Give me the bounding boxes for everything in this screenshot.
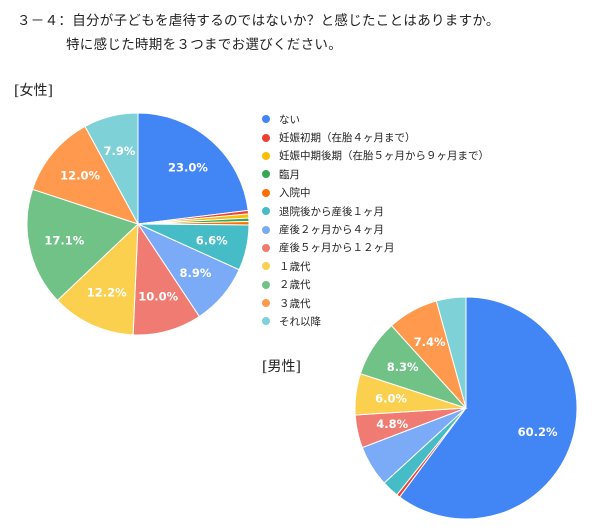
legend-swatch [262, 280, 270, 289]
legend-label: 退院後から産後１ヶ月 [279, 205, 384, 218]
data-label-female-11: 7.9% [103, 144, 135, 158]
group-label-female: [女性] [14, 83, 53, 99]
data-label-female-5: 6.6% [196, 233, 228, 247]
legend-label: 産後５ヶ月から１２ヶ月 [279, 242, 395, 255]
legend-swatch [262, 317, 270, 326]
legend-label: １歳代 [279, 260, 311, 273]
legend-swatch [262, 188, 270, 197]
question-line-2: 特に感じた時期を３つまでお選びください。 [66, 37, 342, 53]
pie-slice-male-0 [398, 296, 578, 520]
data-label-female-0: 23.0% [168, 160, 208, 174]
group-label-male: [男性] [262, 359, 301, 375]
legend-swatch [262, 207, 270, 216]
pie-slice-female-9 [26, 188, 139, 302]
question-line-1: ３－４：自分が子どもを虐待するのではないか？と感じたことはありますか。 [17, 13, 500, 29]
legend-item: ２歳代 [262, 276, 489, 294]
legend-swatch [262, 243, 270, 252]
legend-label: 妊娠中期後期（在胎５ヶ月から９ヶ月まで） [279, 150, 489, 163]
legend-item: 入院中 [262, 184, 489, 202]
data-label-female-8: 12.2% [87, 286, 127, 300]
legend-item: 妊娠初期（在胎４ヶ月まで） [262, 128, 489, 146]
legend-swatch [262, 170, 270, 179]
legend-item: それ以降 [262, 312, 489, 330]
legend-item: ３歳代 [262, 294, 489, 312]
data-label-female-9: 17.1% [44, 233, 84, 247]
legend-item: 産後２ヶ月から４ヶ月 [262, 220, 489, 238]
legend-label: それ以降 [279, 315, 321, 328]
legend-item: 退院後から産後１ヶ月 [262, 202, 489, 220]
pie-slice-female-10 [31, 125, 140, 225]
legend-swatch [262, 115, 270, 124]
legend-label: ３歳代 [279, 297, 311, 310]
legend-swatch [262, 262, 270, 271]
legend-label: ない [279, 113, 300, 126]
pie-slice-female-8 [56, 222, 139, 336]
pie-slice-female-11 [84, 112, 139, 225]
legend-swatch [262, 299, 270, 308]
pie-slice-female-0 [137, 112, 249, 225]
data-label-male-9: 8.3% [387, 360, 419, 374]
legend-label: 臨月 [279, 168, 300, 181]
legend-item: 臨月 [262, 165, 489, 183]
chart-legend: ない妊娠初期（在胎４ヶ月まで） 妊娠中期後期（在胎５ヶ月から９ヶ月まで） 臨月入院中… [262, 110, 489, 331]
data-label-male-0: 60.2% [518, 425, 558, 439]
data-label-male-10: 7.4% [414, 335, 446, 349]
data-label-female-6: 8.9% [180, 266, 212, 280]
legend-item: ない [262, 110, 489, 128]
legend-label: 妊娠初期（在胎４ヶ月まで） [279, 132, 416, 145]
legend-swatch [262, 133, 270, 142]
legend-swatch [262, 225, 270, 234]
legend-label: ２歳代 [279, 279, 311, 292]
pie-slice-male-11 [435, 296, 467, 409]
legend-label: 入院中 [279, 187, 311, 200]
data-label-female-10: 12.0% [60, 169, 100, 183]
data-label-female-7: 10.0% [138, 290, 178, 304]
data-label-male-8: 6.0% [375, 392, 407, 406]
legend-label: 産後２ヶ月から４ヶ月 [279, 224, 384, 237]
legend-swatch [262, 151, 270, 160]
data-label-male-7: 4.8% [376, 417, 408, 431]
legend-item: 産後５ヶ月から１２ヶ月 [262, 239, 489, 257]
legend-item: 妊娠中期後期（在胎５ヶ月から９ヶ月まで） [262, 147, 489, 165]
legend-item: １歳代 [262, 257, 489, 275]
